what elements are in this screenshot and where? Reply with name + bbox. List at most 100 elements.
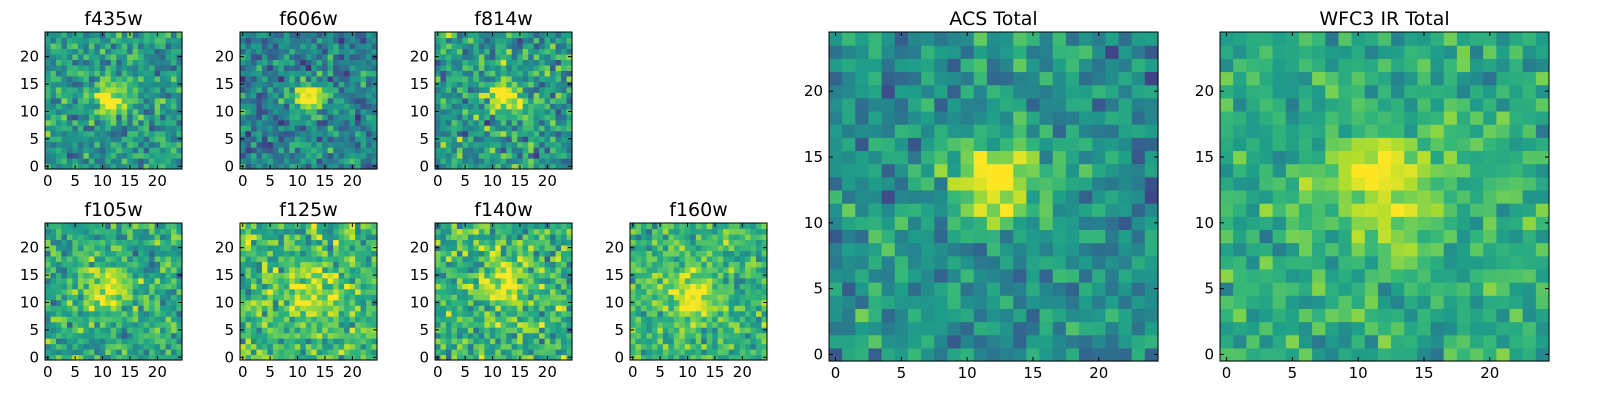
pixel-cell <box>921 347 935 362</box>
pixel-cell <box>94 125 101 132</box>
pixel-cell <box>360 294 367 301</box>
pixel-cell <box>66 32 73 39</box>
pixel-cell <box>894 295 909 309</box>
pixel-cell <box>533 283 540 290</box>
pixel-cell <box>478 86 485 93</box>
pixel-cell <box>566 42 573 50</box>
pixel-cell <box>83 147 90 154</box>
pixel-cell <box>986 242 1001 257</box>
pixel-cell <box>240 92 247 99</box>
axes-frame <box>434 31 573 170</box>
pixel-cell <box>360 86 367 93</box>
pixel-cell <box>311 53 318 60</box>
pixel-cell <box>371 158 378 165</box>
pixel-cell <box>154 316 161 323</box>
pixel-cell <box>467 136 474 143</box>
pixel-cell <box>283 332 290 339</box>
pixel-cell <box>289 103 296 110</box>
pixel-cell <box>160 130 167 137</box>
pixel-cell <box>451 81 458 88</box>
pixel-cell <box>855 282 870 296</box>
pixel-cell <box>467 310 474 317</box>
pixel-cell <box>467 305 474 312</box>
pixel-cell <box>171 223 178 230</box>
pixel-cell <box>360 59 367 66</box>
pixel-cell <box>451 53 458 60</box>
pixel-cell <box>349 316 356 323</box>
pixel-cell <box>500 59 507 66</box>
pixel-cell <box>289 42 296 50</box>
pixel-cell <box>66 299 73 306</box>
pixel-cell <box>511 32 518 39</box>
pixel-cell <box>66 239 73 246</box>
pixel-cell <box>495 299 502 306</box>
pixel-cell <box>668 288 675 295</box>
pixel-cell <box>761 332 768 339</box>
pixel-cell <box>143 272 150 279</box>
pixel-cell <box>440 239 447 246</box>
pixel-cell <box>478 53 485 60</box>
pixel-cell <box>445 283 453 290</box>
pixel-cell <box>171 316 178 323</box>
axes-frame <box>239 31 378 170</box>
pixel-cell <box>338 299 345 306</box>
pixel-cell <box>349 239 356 246</box>
pixel-cell <box>561 86 568 93</box>
pixel-cell <box>511 244 518 251</box>
pixel-cell <box>640 266 648 273</box>
pixel-cell <box>478 266 485 273</box>
pixel-cell <box>717 305 724 312</box>
pixel-cell <box>333 338 340 345</box>
pixel-cell <box>132 338 139 345</box>
pixel-cell <box>445 244 453 251</box>
pixel-cell <box>250 305 258 312</box>
pixel-cell <box>662 239 669 246</box>
pixel-cell <box>121 48 128 55</box>
pixel-cell <box>154 233 161 241</box>
pixel-cell <box>440 228 447 235</box>
pixel-cell <box>366 64 373 71</box>
pixel-cell <box>921 321 935 336</box>
pixel-cell <box>99 250 106 257</box>
pixel-cell <box>829 229 843 244</box>
pixel-cell <box>739 321 746 328</box>
pixel-cell <box>695 349 702 356</box>
pixel-cell <box>132 64 139 71</box>
pixel-cell <box>1039 203 1054 217</box>
pixel-cell <box>154 327 161 334</box>
pixel-cell <box>55 42 63 50</box>
pixel-cell <box>165 343 172 350</box>
pixel-cell <box>723 338 730 345</box>
pixel-cell <box>371 147 378 154</box>
pixel-cell <box>533 327 540 334</box>
pixel-cell <box>635 316 642 323</box>
pixel-cell <box>50 338 57 345</box>
pixel-cell <box>55 147 63 154</box>
pixel-cell <box>1118 216 1133 230</box>
pixel-cell <box>50 163 57 170</box>
pixel-cell <box>478 332 485 339</box>
pixel-cell <box>550 310 557 317</box>
pixel-cell <box>728 354 735 361</box>
pixel-cell <box>451 141 458 148</box>
pixel-cell <box>333 288 340 295</box>
pixel-cell <box>105 228 112 235</box>
pixel-cell <box>673 305 680 312</box>
pixel-cell <box>456 327 463 334</box>
pixel-cell <box>894 216 909 230</box>
pixel-cell <box>171 147 178 154</box>
pixel-cell <box>712 266 719 273</box>
y-tick-label: 15 <box>410 75 429 93</box>
pixel-cell <box>539 255 546 262</box>
pixel-cell <box>635 294 642 301</box>
pixel-cell <box>484 136 491 143</box>
pixel-cell <box>484 130 491 137</box>
pixel-cell <box>489 244 496 251</box>
pixel-cell <box>440 92 447 99</box>
pixel-cell <box>322 305 329 312</box>
pixel-cell <box>105 250 112 257</box>
pixel-cell <box>360 64 367 71</box>
pixel-cell <box>77 119 84 126</box>
pixel-cell <box>745 272 752 279</box>
pixel-cell <box>327 354 334 361</box>
